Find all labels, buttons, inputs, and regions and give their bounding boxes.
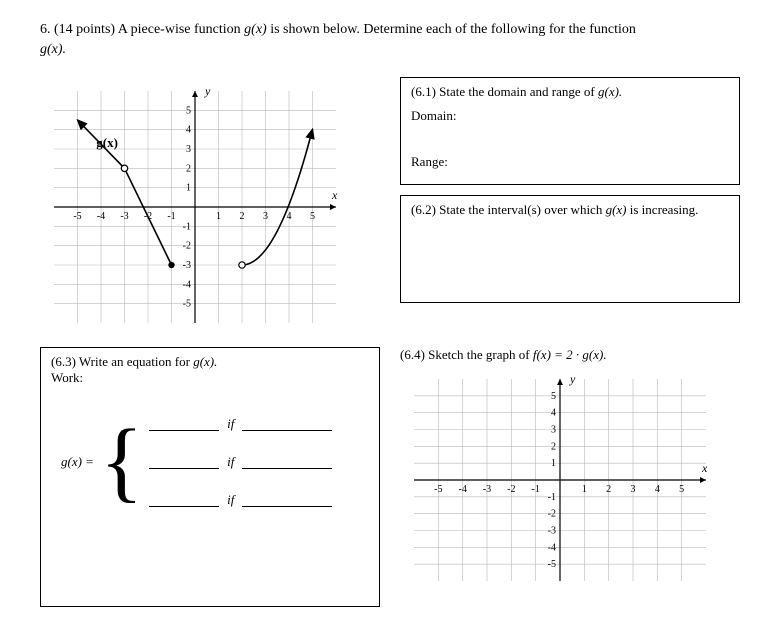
svg-text:5: 5 [310,211,315,222]
svg-text:4: 4 [655,484,660,495]
svg-text:-4: -4 [548,543,556,554]
p61-func: g(x). [598,84,622,99]
question-header: 6. (14 points) A piece-wise function g(x… [40,20,740,59]
domain-label: Domain: [411,108,729,124]
range-label: Range: [411,154,729,170]
q-text1: A piece-wise function [118,22,241,37]
svg-text:-1: -1 [531,484,539,495]
svg-text:-1: -1 [183,222,191,233]
svg-text:-2: -2 [548,509,556,520]
p63-func: g(x). [193,354,217,369]
if-label: if [227,492,234,508]
svg-text:-4: -4 [458,484,466,495]
p64-func: f(x) = 2 · g(x). [533,347,607,362]
svg-text:3: 3 [186,144,191,155]
svg-text:3: 3 [263,211,268,222]
q-func2: g(x). [40,42,66,57]
left-brace-icon: { [100,426,143,498]
piece-row: if [149,492,332,508]
q-points: (14 points) [54,22,115,37]
blank-expr[interactable] [149,418,219,431]
svg-text:4: 4 [186,125,191,136]
if-label: if [227,416,234,432]
svg-text:1: 1 [582,484,587,495]
svg-text:-5: -5 [548,559,556,570]
svg-text:-5: -5 [183,299,191,310]
blank-cond[interactable] [242,456,332,469]
svg-text:-2: -2 [507,484,515,495]
gx-equals: g(x) = [61,454,94,470]
svg-text:-5: -5 [434,484,442,495]
svg-text:2: 2 [606,484,611,495]
part-6-4: (6.4) Sketch the graph of f(x) = 2 · g(x… [400,347,740,600]
svg-text:1: 1 [216,211,221,222]
piecewise-template: g(x) = { if if if [61,416,369,508]
piece-row: if [149,454,332,470]
svg-text:-5: -5 [73,211,81,222]
p62-tail: is increasing. [630,202,699,217]
svg-text:x: x [701,461,708,475]
svg-text:5: 5 [551,391,556,402]
svg-text:x: x [331,188,338,202]
q-func: g(x) [244,22,267,37]
piece-row: if [149,416,332,432]
svg-text:1: 1 [551,458,556,469]
part-6-1-box: (6.1) State the domain and range of g(x)… [400,77,740,185]
p63-label: (6.3) Write an equation for [51,354,190,369]
svg-text:4: 4 [551,408,556,419]
graph-svg: -5-4-3-2-112345-5-4-3-2-112345yxg(x) [40,77,350,337]
part-6-3-box: (6.3) Write an equation for g(x). Work: … [40,347,380,607]
p61-label: (6.1) State the domain and range of [411,84,595,99]
svg-text:-4: -4 [183,280,191,291]
svg-text:-1: -1 [548,492,556,503]
main-graph: -5-4-3-2-112345-5-4-3-2-112345yxg(x) [40,77,380,337]
blank-expr[interactable] [149,456,219,469]
blank-cond[interactable] [242,418,332,431]
p62-func: g(x) [606,202,627,217]
svg-text:y: y [569,372,576,386]
blank-graph-svg: -5 -4 -3 -2 -1 1 2 3 4 5 -5 -4 -3 -2 -1 1 2 3 4 5 y x [400,365,720,595]
svg-text:-3: -3 [120,211,128,222]
svg-text:-4: -4 [97,211,105,222]
svg-text:4: 4 [287,211,292,222]
svg-text:2: 2 [240,211,245,222]
svg-text:-1: -1 [167,211,175,222]
svg-text:2: 2 [551,442,556,453]
svg-text:y: y [204,84,211,98]
svg-text:3: 3 [551,425,556,436]
svg-text:3: 3 [631,484,636,495]
right-column-top: (6.1) State the domain and range of g(x)… [400,77,740,303]
svg-text:-3: -3 [548,526,556,537]
svg-text:-3: -3 [483,484,491,495]
svg-text:5: 5 [186,106,191,117]
p64-label: (6.4) Sketch the graph of [400,347,530,362]
svg-text:1: 1 [186,183,191,194]
q-number: 6. [40,22,51,37]
svg-text:-2: -2 [183,241,191,252]
svg-text:-3: -3 [183,260,191,271]
blank-cond[interactable] [242,494,332,507]
blank-expr[interactable] [149,494,219,507]
if-label: if [227,454,234,470]
svg-text:2: 2 [186,164,191,175]
p62-label: (6.2) State the interval(s) over which [411,202,602,217]
work-label: Work: [51,370,369,386]
part-6-2-box: (6.2) State the interval(s) over which g… [400,195,740,303]
q-text2: is shown below. Determine each of the fo… [270,22,636,37]
svg-text:5: 5 [679,484,684,495]
